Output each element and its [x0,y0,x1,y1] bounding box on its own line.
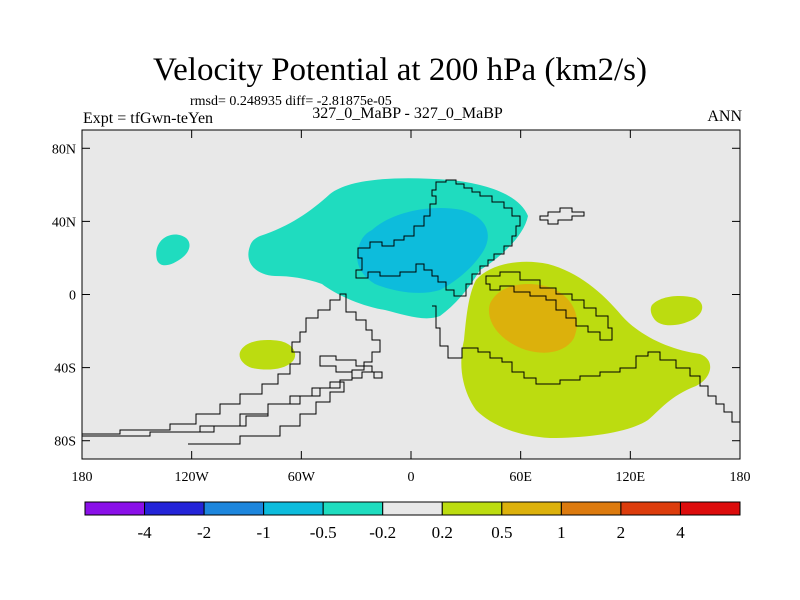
colorbar-label: -4 [137,523,152,542]
y-tick-label: 0 [69,289,76,304]
chart-title: Velocity Potential at 200 hPa (km2/s) [152,52,648,88]
y-tick-label: 80N [52,142,76,157]
region-positive-small-east [650,296,703,326]
region-negative-core [357,208,488,293]
coastlines [82,179,740,445]
colorbar-swatch [144,501,205,516]
colorbar-swatch [84,501,146,516]
x-tick-label: 0 [408,470,415,485]
y-tick-label: 40S [54,362,76,377]
region-positive-core [488,284,578,353]
coast-south [432,305,740,423]
colorbar-label: -2 [197,523,211,542]
y-tick-label: 40N [52,215,76,230]
x-tick-label: 180 [72,470,93,485]
colorbar-swatch [263,501,324,516]
coast-americas-inner [188,381,345,445]
region-positive-small-west [239,340,296,370]
colorbar-swatch [679,501,741,516]
colorbar-swatch [441,501,503,516]
colorbar-label: -0.2 [369,523,396,542]
experiment-label: Expt = tfGwn-teYen [83,110,214,127]
comparison-label: 327_0_MaBP - 327_0_MaBP [312,105,503,122]
colorbar-swatch [501,501,562,516]
y-tick-label: 80S [54,435,76,450]
colorbar-swatch [203,501,265,516]
colorbar-label: 0.5 [491,523,512,542]
colorbar-label: 2 [617,523,626,542]
coast-asia [355,179,521,297]
axis-ticks [81,130,741,459]
colorbar-swatch [322,501,384,516]
x-tick-label: 60E [509,470,532,485]
colorbar-swatch [620,501,681,516]
colorbar-swatch [560,501,622,516]
region-negative-small-west [156,234,190,266]
x-tick-label: 120W [175,470,210,485]
colorbar-swatch [382,501,443,516]
stats-line: rmsd= 0.248935 diff= -2.81875e-05 [190,94,392,109]
colorbar-label: 4 [676,523,685,542]
x-tick-label: 60W [288,470,316,485]
season-label: ANN [707,108,742,125]
colorbar [84,501,741,516]
x-tick-label: 180 [730,470,751,485]
colorbar-label: 0.2 [432,523,453,542]
coast-africa-australia [485,271,613,341]
coast-islands [319,207,585,379]
colorbar-label: -1 [257,523,271,542]
x-tick-label: 120E [616,470,646,485]
colorbar-label: 1 [557,523,566,542]
colorbar-label: -0.5 [310,523,337,542]
